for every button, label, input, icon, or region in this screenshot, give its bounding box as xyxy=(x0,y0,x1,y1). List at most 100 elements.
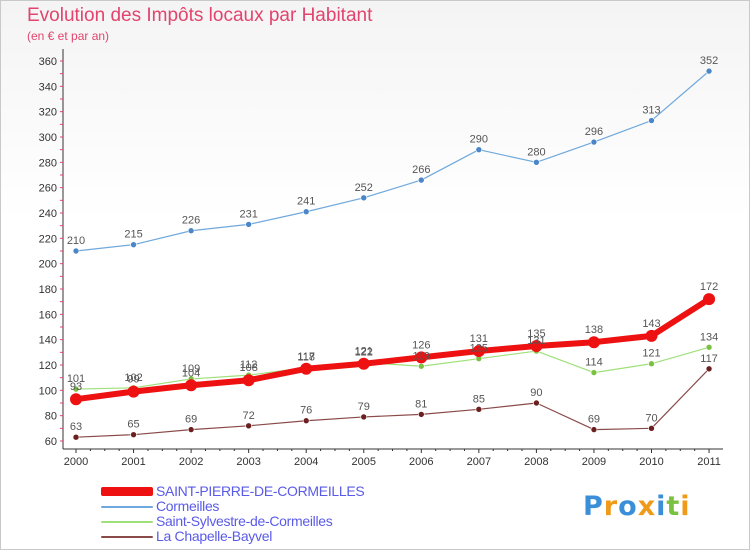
data-point xyxy=(475,146,483,153)
data-point xyxy=(705,343,713,351)
data-point xyxy=(472,345,485,358)
data-label: 99 xyxy=(127,374,139,386)
series-line xyxy=(75,346,710,390)
logo-letter: i xyxy=(680,491,691,522)
data-label: 122 xyxy=(355,346,373,358)
data-point xyxy=(187,227,195,235)
data-label: 85 xyxy=(473,393,485,405)
data-label: 112 xyxy=(240,359,258,371)
logo-letter: x xyxy=(637,491,657,522)
chart-subtitle: (en € et par an) xyxy=(27,29,110,43)
data-label: 69 xyxy=(185,414,197,426)
y-tick-label: 320 xyxy=(39,107,57,119)
data-label: 104 xyxy=(182,367,200,379)
data-label: 117 xyxy=(700,353,718,365)
y-tick-label: 180 xyxy=(39,284,57,296)
x-tick-label: 2006 xyxy=(409,456,433,468)
data-label: 108 xyxy=(239,362,257,374)
chart-title: Evolution des Impôts locaux par Habitant xyxy=(27,5,373,26)
data-point xyxy=(417,362,425,370)
data-point xyxy=(417,176,425,184)
data-point xyxy=(590,138,598,146)
x-tick-label: 2011 xyxy=(697,456,721,468)
data-label: 119 xyxy=(413,350,431,362)
x-tick-label: 2009 xyxy=(582,456,606,468)
data-point xyxy=(533,399,540,407)
data-label: 135 xyxy=(527,328,545,340)
legend-label: Saint-Sylvestre-de-Cormeilles xyxy=(156,513,333,529)
logo-letter: o xyxy=(618,491,638,522)
series-line xyxy=(75,368,710,438)
data-label: 65 xyxy=(127,419,139,431)
series-cormeilles xyxy=(72,67,713,255)
x-tick-label: 2003 xyxy=(236,456,260,468)
data-label: 131 xyxy=(470,333,488,345)
data-label: 313 xyxy=(642,105,660,117)
data-point xyxy=(302,417,310,425)
data-point xyxy=(587,336,600,349)
data-label: 126 xyxy=(412,339,430,351)
data-label: 121 xyxy=(355,346,373,358)
data-point xyxy=(357,357,370,370)
data-point xyxy=(360,413,368,421)
data-point xyxy=(645,329,658,342)
chart-axes: 60 80 100 120 140 160 180 200 220 240 260 280 300 320… xyxy=(39,49,723,468)
data-label: 352 xyxy=(700,55,718,67)
legend-swatch xyxy=(101,521,153,523)
data-label: 280 xyxy=(527,146,545,158)
data-label: 172 xyxy=(700,281,718,293)
data-label: 231 xyxy=(239,208,257,220)
series-layer xyxy=(70,67,716,441)
data-label: 226 xyxy=(182,215,200,227)
data-point xyxy=(300,362,313,375)
x-tick-label: 2005 xyxy=(352,456,376,468)
y-tick-label: 300 xyxy=(39,132,57,144)
data-point xyxy=(70,393,82,406)
data-point xyxy=(72,433,80,441)
data-label: 143 xyxy=(642,318,660,330)
y-tick-label: 160 xyxy=(39,309,57,321)
data-labels: 210 215 226 231 241 252 266 290 280 296 313 352 101 1… xyxy=(67,55,718,433)
data-label: 93 xyxy=(70,381,82,393)
data-point xyxy=(417,411,425,418)
data-point xyxy=(245,221,252,228)
legend-label: La Chapelle-Bayvel xyxy=(156,528,273,544)
y-tick-label: 120 xyxy=(39,360,57,372)
data-point xyxy=(703,293,716,306)
data-label: 266 xyxy=(412,164,430,176)
data-label: 134 xyxy=(700,331,718,343)
data-point xyxy=(130,241,137,248)
x-tick-label: 2007 xyxy=(467,456,491,468)
logo-letter: t xyxy=(666,491,681,522)
data-point xyxy=(245,422,252,430)
y-tick-label: 200 xyxy=(39,259,57,271)
series-la-chapelle-bayvel xyxy=(72,365,713,441)
data-label: 76 xyxy=(300,405,312,417)
series-line xyxy=(75,70,710,252)
y-tick-label: 140 xyxy=(39,335,57,347)
data-point xyxy=(360,194,368,202)
data-label: 72 xyxy=(243,410,255,422)
data-point xyxy=(590,426,598,433)
data-label: 63 xyxy=(70,421,82,433)
data-label: 210 xyxy=(67,235,85,247)
data-label: 69 xyxy=(588,414,600,426)
data-label: 290 xyxy=(470,134,488,146)
data-label: 117 xyxy=(297,351,315,363)
data-point xyxy=(302,208,310,216)
data-label: 114 xyxy=(585,357,603,369)
x-tick-label: 2004 xyxy=(294,456,318,468)
data-point xyxy=(72,247,80,255)
logo-letter: P xyxy=(583,491,604,522)
data-point xyxy=(648,360,655,368)
y-tick-label: 340 xyxy=(39,81,57,93)
data-point xyxy=(127,385,140,398)
y-tick-label: 100 xyxy=(39,385,57,397)
data-point xyxy=(705,365,713,373)
legend-swatch xyxy=(101,536,153,538)
y-tick-label: 280 xyxy=(39,157,57,169)
data-label: 118 xyxy=(297,352,315,364)
data-label: 252 xyxy=(355,182,373,194)
proxiti-logo: Proxiti xyxy=(583,491,691,522)
